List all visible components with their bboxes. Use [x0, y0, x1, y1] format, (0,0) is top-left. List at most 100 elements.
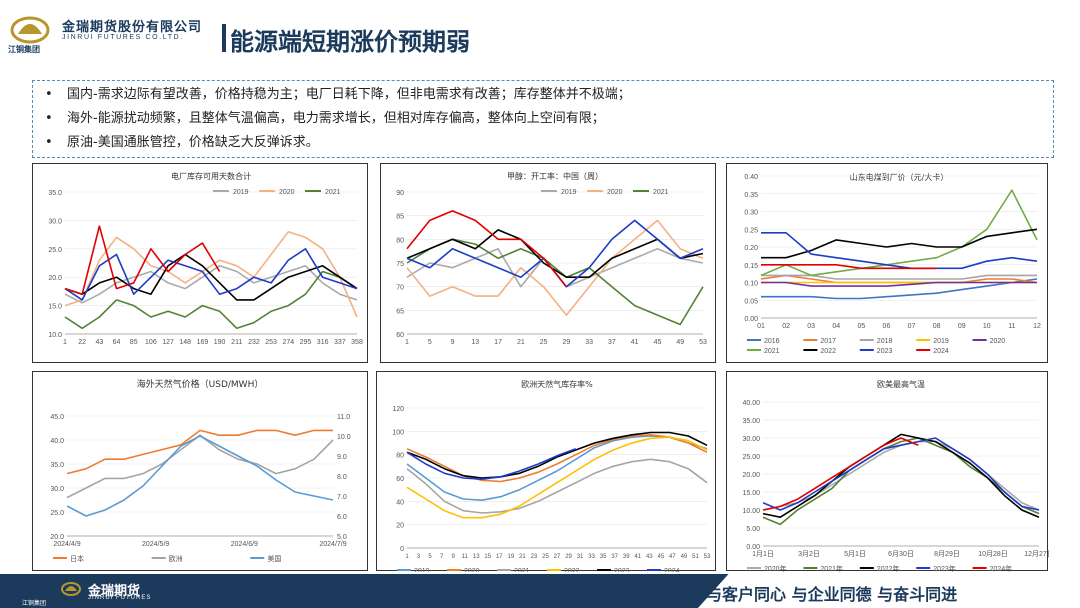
chart-title: 欧美最高气温 — [877, 379, 925, 389]
chart-max-temperature: 欧美最高气温 0.00 5.00 10.00 15.00 20.00 25.00 30.00 3… — [726, 371, 1049, 572]
y2-tick-label: 9.0 — [337, 454, 347, 461]
y-tick-label: 120 — [392, 406, 404, 413]
x-tick-label: 41 — [634, 554, 641, 560]
brand-name-en: JINRUI FUTURES CO.LTD. — [62, 34, 184, 41]
x-tick-label: 09 — [958, 323, 966, 330]
x-tick-label: 11 — [1008, 323, 1015, 330]
y-tick-label: 35.0 — [48, 190, 62, 197]
x-tick-label: 1 — [63, 339, 67, 346]
legend-label: 2024年 — [990, 564, 1013, 572]
legend-label: 2022年 — [877, 564, 900, 572]
x-tick-label: 01 — [757, 323, 765, 330]
x-tick-label: 10月28日 — [978, 550, 1008, 558]
x-tick-label: 04 — [832, 323, 840, 330]
x-tick-label: 25 — [540, 339, 548, 346]
x-tick-label: 274 — [282, 339, 294, 346]
x-tick-label: 2024/4/9 — [53, 541, 80, 548]
chart-svg: 海外天然气价格（USD/MWH） 20.0 25.0 30.0 35.0 40.0 45.0… — [50, 378, 350, 563]
y-tick-label: 0.25 — [744, 227, 758, 234]
legend-label: 2020年 — [764, 564, 787, 572]
x-tick-label: 169 — [197, 339, 209, 346]
x-tick-label: 6月30日 — [888, 550, 914, 558]
legend-label: 2018 — [877, 338, 893, 345]
legend-label: 2019 — [414, 568, 430, 572]
brand-name: 金瑞期货股份有限公司 — [62, 19, 203, 34]
legend-label: 日本 — [70, 554, 84, 563]
y-tick-label: 30.00 — [742, 436, 760, 443]
x-tick-label: 13 — [471, 339, 479, 346]
series-line-美国 — [66, 435, 334, 517]
legend-label: 2022 — [820, 348, 836, 355]
x-tick-label: 21 — [519, 554, 526, 560]
series-line-2023 — [64, 248, 358, 301]
bullet-text: 国内-需求边际有望改善，价格持稳为主；电厂日耗下降，但非电需求有改善；库存整体并… — [67, 87, 631, 102]
x-tick-label: 37 — [608, 339, 616, 346]
series-line-2020 — [761, 281, 1037, 287]
x-tick-label: 11 — [462, 554, 469, 560]
chart-svg: 山东电煤到厂价（元/大卡） 0.00 0.05 0.10 0.15 0.20 0.25 0.3… — [744, 172, 1041, 355]
x-tick-label: 03 — [807, 323, 815, 330]
series-line-2019 — [406, 435, 708, 501]
x-tick-label: 23 — [531, 554, 538, 560]
y-tick-label: 70 — [396, 285, 404, 292]
legend-label: 2024 — [933, 348, 949, 355]
x-tick-label: 06 — [883, 323, 891, 330]
x-tick-label: 358 — [351, 339, 363, 346]
series-line-2023年 — [762, 437, 1040, 511]
x-tick-label: 25 — [542, 554, 549, 560]
x-tick-label: 45 — [654, 339, 662, 346]
series-line-2020 — [406, 219, 704, 316]
x-tick-label: 08 — [933, 323, 941, 330]
x-tick-label: 2024/6/9 — [231, 541, 258, 548]
y-tick-label: 80 — [396, 453, 404, 460]
legend-label: 2019 — [233, 189, 249, 196]
x-tick-label: 31 — [577, 554, 584, 560]
series-line-2022 — [406, 229, 704, 278]
x-tick-label: 64 — [113, 339, 121, 346]
x-tick-label: 22 — [78, 339, 86, 346]
x-tick-label: 33 — [588, 554, 595, 560]
y-tick-label: 5.00 — [746, 526, 760, 533]
series-line-2021 — [760, 189, 1038, 277]
x-tick-label: 5 — [428, 554, 432, 560]
y-tick-label: 20.00 — [742, 472, 760, 479]
chart-svg: 欧美最高气温 0.00 5.00 10.00 15.00 20.00 25.00 30.00 3… — [742, 379, 1049, 572]
y2-tick-label: 7.0 — [337, 494, 347, 501]
x-tick-label: 41 — [631, 339, 639, 346]
y2-tick-label: 5.0 — [337, 534, 347, 541]
legend-label: 2024 — [664, 568, 680, 572]
chart-title: 甲醇：开工率：中国（周） — [507, 171, 603, 181]
legend-label: 2016 — [764, 338, 780, 345]
legend-label: 2019 — [561, 189, 577, 196]
legend-label: 2021年 — [820, 564, 843, 572]
legend-label: 2019 — [933, 338, 949, 345]
bullet-text: 原油-美国通胀管控，价格缺乏大反弹诉求。 — [67, 135, 319, 150]
series-line-2024年 — [762, 437, 919, 511]
x-tick-label: 211 — [231, 339, 242, 346]
summary-box: • 国内-需求边际有望改善，价格持稳为主；电厂日耗下降，但非电需求有改善；库存整体… — [32, 80, 1054, 158]
x-tick-label: 37 — [611, 554, 618, 560]
legend-label: 2020 — [279, 189, 295, 196]
y-tick-label: 80 — [396, 237, 404, 244]
bullet-text: 海外-能源扰动频繁，且整体气温偏高，电力需求增长，但相对库存偏高，整体向上空间有… — [67, 111, 605, 126]
y-tick-label: 25.00 — [742, 454, 760, 461]
series-line-2020 — [64, 231, 358, 318]
y-tick-label: 20.0 — [50, 534, 64, 541]
bullet-item: • 国内-需求边际有望改善，价格持稳为主；电厂日耗下降，但非电需求有改善；库存整体… — [45, 87, 631, 102]
legend-label: 2021 — [764, 348, 780, 355]
x-tick-label: 17 — [494, 339, 502, 346]
x-tick-label: 45 — [658, 554, 665, 560]
chart-svg: 甲醇：开工率：中国（周） 60 65 70 75 80 85 90 1 5 9 13 17 21 25 29 3… — [396, 171, 707, 346]
y2-tick-label: 11.0 — [337, 414, 350, 421]
y-tick-label: 10.0 — [48, 332, 62, 339]
y-tick-label: 0.20 — [744, 245, 758, 252]
x-tick-label: 337 — [334, 339, 346, 346]
x-tick-label: 3月2日 — [798, 550, 820, 558]
x-tick-label: 253 — [265, 339, 277, 346]
series-line-2023 — [761, 232, 1038, 270]
slogan: 与客户同心 与企业同德 与奋斗同进 — [706, 585, 958, 604]
x-tick-label: 85 — [130, 339, 138, 346]
y2-tick-label: 8.0 — [337, 474, 347, 481]
series-line-2021年 — [762, 437, 1040, 526]
